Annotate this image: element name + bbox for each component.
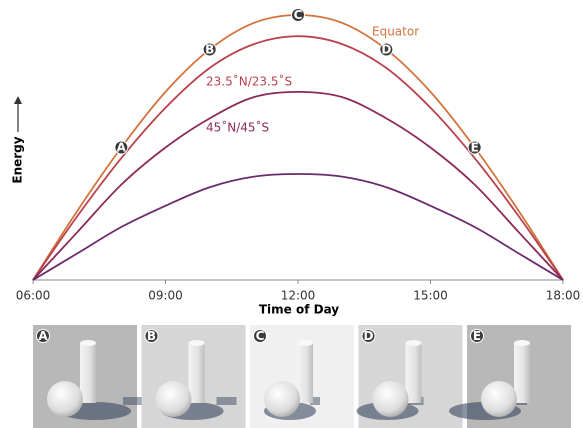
photo-badge-label: A <box>38 329 48 343</box>
sphere <box>372 381 409 417</box>
marker-label: E <box>471 141 479 155</box>
sphere <box>481 381 517 417</box>
cylinder <box>405 343 422 403</box>
sphere <box>155 381 192 417</box>
shadow <box>216 397 237 405</box>
cylinder <box>514 343 530 403</box>
marker <box>379 42 394 57</box>
sphere <box>264 381 300 417</box>
photo-panel: C <box>250 325 354 428</box>
photo-badge-label: B <box>147 329 156 343</box>
x-axis-label: Time of Day <box>259 303 339 317</box>
cylinder-top <box>80 340 96 346</box>
cylinder-top <box>297 340 313 346</box>
marker-label: D <box>381 42 391 56</box>
series-line <box>32 35 564 281</box>
photo-badge-label: C <box>256 329 265 343</box>
photo-panel: E <box>449 325 571 428</box>
x-tick-label: 18:00 <box>546 289 581 303</box>
marker <box>202 42 217 57</box>
y-axis-arrowhead <box>14 96 22 104</box>
series-line <box>32 14 564 281</box>
cylinder <box>297 343 313 403</box>
series-line <box>32 173 564 281</box>
photo-badge <box>36 329 50 343</box>
photo-panel: A <box>33 325 153 428</box>
marker <box>291 8 305 22</box>
marker-label: B <box>205 42 214 56</box>
sphere <box>47 381 83 417</box>
series-label: 23.5˚N/23.5˚S <box>206 74 292 89</box>
x-tick-label: 15:00 <box>413 289 448 303</box>
photo-panel: D <box>356 325 463 428</box>
y-axis-label: Energy <box>11 136 25 183</box>
series-label: Equator <box>372 25 419 39</box>
cylinder-top <box>188 340 205 346</box>
cylinder <box>188 343 205 403</box>
series-label: 45˚N/45˚S <box>206 120 269 135</box>
x-tick-label: 06:00 <box>16 289 51 303</box>
cylinder-top <box>514 340 530 346</box>
photo-badge <box>470 329 484 343</box>
photo-badge <box>361 329 376 343</box>
photo-badge <box>253 329 267 343</box>
marker <box>114 140 129 155</box>
shadow <box>310 397 320 405</box>
shadow <box>123 397 153 405</box>
photo-panel: B <box>141 325 246 428</box>
x-tick-label: 12:00 <box>281 289 316 303</box>
marker <box>467 140 482 155</box>
photo-badge-label: D <box>364 329 374 343</box>
cylinder <box>80 343 96 403</box>
marker-label: A <box>117 141 127 155</box>
x-tick-label: 09:00 <box>148 289 183 303</box>
series-line <box>32 90 564 281</box>
photo-badge-label: E <box>473 329 481 343</box>
marker-label: C <box>294 8 303 22</box>
cylinder-top <box>405 340 422 346</box>
photo-badge <box>144 329 159 343</box>
